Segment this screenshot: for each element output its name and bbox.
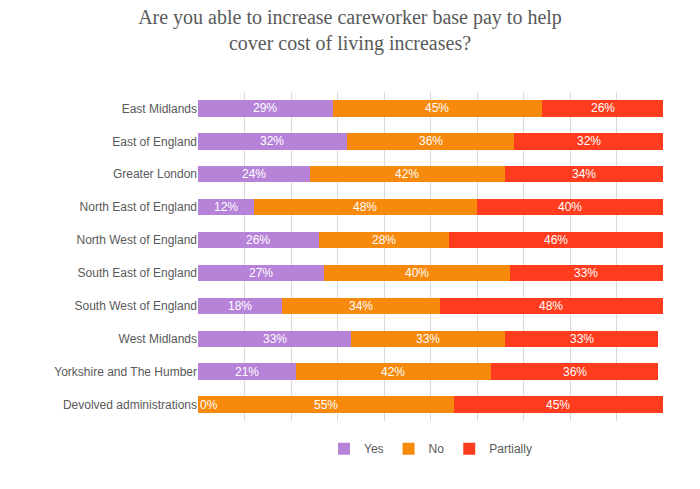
svg-text:South West of England: South West of England	[74, 299, 197, 313]
svg-text:36%: 36%	[419, 134, 443, 148]
svg-text:33%: 33%	[574, 266, 598, 280]
svg-text:45%: 45%	[546, 398, 570, 412]
svg-text:34%: 34%	[572, 167, 596, 181]
svg-text:32%: 32%	[577, 134, 601, 148]
svg-text:42%: 42%	[381, 365, 405, 379]
svg-text:Yes: Yes	[364, 442, 384, 456]
svg-text:32%: 32%	[260, 134, 284, 148]
svg-text:24%: 24%	[242, 167, 266, 181]
svg-text:North East of England: North East of England	[80, 200, 197, 214]
svg-text:55%: 55%	[314, 398, 338, 412]
svg-text:29%: 29%	[253, 101, 277, 115]
svg-text:45%: 45%	[425, 101, 449, 115]
svg-text:48%: 48%	[353, 200, 377, 214]
svg-text:West Midlands: West Midlands	[119, 332, 197, 346]
svg-text:48%: 48%	[539, 299, 563, 313]
svg-text:No: No	[429, 442, 445, 456]
svg-text:33%: 33%	[570, 332, 594, 346]
svg-text:46%: 46%	[544, 233, 568, 247]
svg-text:12%: 12%	[214, 200, 238, 214]
svg-text:Greater London: Greater London	[113, 167, 197, 181]
svg-text:34%: 34%	[349, 299, 373, 313]
svg-text:27%: 27%	[249, 266, 273, 280]
svg-text:East Midlands: East Midlands	[122, 102, 197, 116]
svg-text:North West of England: North West of England	[76, 233, 197, 247]
svg-text:18%: 18%	[228, 299, 252, 313]
svg-text:0%: 0%	[200, 398, 218, 412]
svg-text:Yorkshire and The Humber: Yorkshire and The Humber	[54, 365, 197, 379]
svg-text:33%: 33%	[263, 332, 287, 346]
svg-text:40%: 40%	[405, 266, 429, 280]
svg-text:East of England: East of England	[112, 135, 197, 149]
svg-text:40%: 40%	[558, 200, 582, 214]
svg-text:Devolved administrations: Devolved administrations	[63, 398, 197, 412]
svg-text:21%: 21%	[235, 365, 259, 379]
svg-text:South East of England: South East of England	[78, 266, 197, 280]
svg-text:Partially: Partially	[489, 442, 532, 456]
svg-text:26%: 26%	[591, 101, 615, 115]
svg-text:42%: 42%	[395, 167, 419, 181]
svg-text:28%: 28%	[372, 233, 396, 247]
svg-text:33%: 33%	[416, 332, 440, 346]
svg-text:26%: 26%	[246, 233, 270, 247]
svg-text:36%: 36%	[563, 365, 587, 379]
svg-text:Are you able to increase carew: Are you able to increase careworker base…	[138, 6, 562, 55]
